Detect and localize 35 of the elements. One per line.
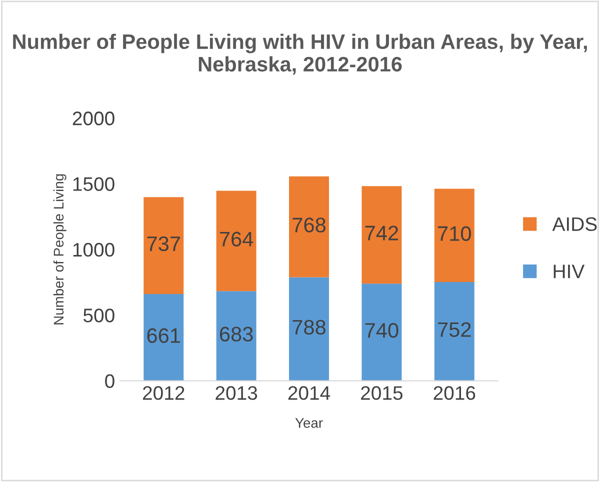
bar [434, 188, 474, 282]
data-label: 737 [147, 236, 180, 252]
bar [434, 282, 474, 381]
y-tick-label: 0 [105, 374, 114, 388]
bar [362, 284, 402, 381]
data-label: 740 [365, 323, 398, 338]
bar [289, 176, 329, 278]
x-axis-title: Year [295, 418, 323, 428]
data-label: 788 [292, 320, 326, 335]
y-tick-label: 1000 [73, 242, 114, 257]
x-tick-label: 2015 [361, 386, 403, 400]
data-label: 710 [438, 226, 471, 241]
bar [289, 277, 329, 381]
bar [144, 197, 184, 294]
y-tick-label: 1500 [73, 177, 114, 191]
chart-title: Number of People Living with HIV in Urban Areas, by Year, Nebraska, 2012-2016 [13, 34, 587, 75]
bar [216, 190, 256, 292]
data-label: 764 [220, 232, 254, 246]
y-axis-title: Number of People Living [53, 174, 66, 324]
bar [144, 294, 184, 381]
y-tick-label: 500 [83, 308, 114, 322]
legend-label: AIDS [552, 217, 597, 232]
x-tick-label: 2013 [216, 386, 258, 400]
data-label: 768 [292, 218, 326, 232]
data-label: 661 [147, 328, 180, 343]
x-tick-label: 2016 [434, 386, 476, 400]
x-tick-label: 2012 [142, 386, 184, 400]
legend-label: HIV [554, 264, 585, 278]
data-label: 752 [438, 322, 471, 337]
bar [362, 186, 402, 284]
data-label: 683 [220, 326, 253, 342]
bar [216, 291, 256, 381]
x-tick-label: 2014 [288, 386, 330, 400]
data-label: 742 [365, 226, 398, 240]
y-tick-label: 2000 [72, 112, 114, 126]
